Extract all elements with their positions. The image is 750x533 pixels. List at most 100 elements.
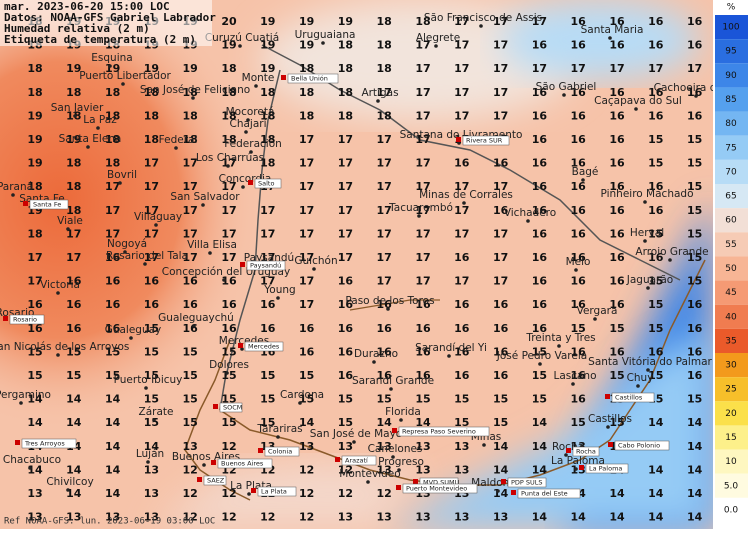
place-label: Herval [630,227,664,239]
temperature-label: 18 [377,109,392,122]
temperature-label: 14 [66,487,82,500]
temperature-label: 15 [105,345,120,358]
temperature-label: 14 [532,416,548,429]
temperature-label: 13 [144,511,159,524]
station-marker [413,479,418,484]
temperature-label: 13 [338,440,353,453]
temperature-label: 16 [183,298,199,311]
colorbar-cell [715,449,748,474]
station-label: Punta del Este [521,490,568,498]
place-label: Young [263,284,295,296]
temperature-label: 16 [183,275,199,288]
station-marker [396,485,401,490]
place-dot [397,468,401,472]
temperature-label: 20 [221,15,237,28]
temperature-label: 15 [183,369,198,382]
temperature-label: 19 [27,109,42,122]
place-dot [226,164,230,168]
temperature-label: 16 [687,39,703,52]
temperature-label: 15 [144,322,159,335]
temperature-label: 16 [454,298,470,311]
temperature-label: 17 [454,180,469,193]
temperature-label: 15 [221,345,236,358]
place-dot [202,463,206,467]
temperature-label: 16 [493,345,509,358]
place-label: Sarandí Grande [352,375,434,387]
place-dot [174,146,178,150]
station-marker [608,442,613,447]
temperature-label: 18 [105,133,120,146]
place-dot [123,250,127,254]
temperature-label: 16 [221,298,237,311]
temperature-label: 13 [415,511,430,524]
place-dot [276,296,280,300]
station-box [614,440,670,451]
colorbar-cell [715,280,748,305]
temperature-label: 17 [27,251,42,264]
temperature-label: 15 [144,393,159,406]
temperature-label: 15 [144,369,159,382]
temperature-label: 12 [183,487,198,500]
place-label: Alegrete [416,32,460,44]
station-box [517,488,581,499]
temperature-label: 16 [532,204,548,217]
colorbar-cell [715,304,748,329]
temperature-label: 15 [221,416,236,429]
colorbar-label: 45 [725,288,736,298]
temperature-label: 18 [144,109,159,122]
temperature-label: 16 [571,157,587,170]
temperature-label: 15 [532,393,547,406]
temperature-label: 19 [221,39,236,52]
temperature-label: 17 [299,157,314,170]
station-box [572,446,600,457]
temperature-label: 18 [27,227,42,240]
place-label: Monte [242,72,275,84]
place-dot [526,219,530,223]
temperature-label: 17 [493,227,508,240]
temperature-label: 16 [571,204,587,217]
station-marker [579,465,584,470]
place-label: Viale [57,215,83,227]
station-label: Castillos [615,394,643,402]
station-label: Buenos Aires [221,460,264,468]
place-dot [634,107,638,111]
temperature-label: 17 [144,251,159,264]
temperature-label: 19 [338,15,353,28]
temperature-label: 13 [415,463,430,476]
temperature-label: 16 [609,251,625,264]
temperature-label: 13 [454,440,469,453]
colorbar-cell [715,63,748,88]
temperature-label: 18 [221,133,236,146]
temperature-label: 15 [532,369,547,382]
place-dot [538,362,542,366]
temperature-label: 13 [415,440,430,453]
place-dot [399,418,403,422]
temperature-label: 19 [27,133,42,146]
temperature-label: 16 [609,345,625,358]
temperature-label: 18 [338,62,353,75]
station-box [287,73,339,84]
temperature-label: 16 [105,298,121,311]
place-dot [276,435,280,439]
temperature-label: 12 [377,487,392,500]
temperature-label: 15 [648,227,663,240]
place-label: San José de Feliciano [140,84,250,96]
temperature-label: 16 [609,298,625,311]
temperature-label: 13 [105,511,120,524]
temperature-label: 15 [454,416,469,429]
station-marker [258,448,263,453]
temperature-label: 16 [648,39,664,52]
place-label: Gualeguay [105,324,162,336]
station-marker [456,137,461,142]
temperature-label: 17 [454,109,469,122]
temperature-label: 17 [415,275,430,288]
station-label: Rivera SUR [466,137,503,145]
place-dot [447,354,451,358]
temperature-label: 16 [648,180,664,193]
place-dot [571,382,575,386]
temperature-label: 14 [648,487,664,500]
temperature-label: 12 [260,511,275,524]
temperature-label: 14 [66,393,82,406]
station-label: MVD SUMU [423,479,460,487]
temperature-label: 17 [648,62,663,75]
